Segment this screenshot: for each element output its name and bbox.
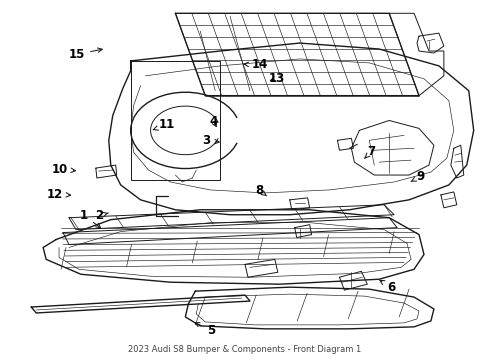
Text: 11: 11 — [153, 118, 175, 131]
Text: 14: 14 — [244, 58, 268, 72]
Text: 8: 8 — [255, 184, 267, 197]
Text: 1: 1 — [80, 209, 100, 228]
Text: 2023 Audi S8 Bumper & Components - Front Diagram 1: 2023 Audi S8 Bumper & Components - Front… — [128, 345, 362, 354]
Text: 3: 3 — [202, 134, 219, 147]
Text: 4: 4 — [209, 114, 218, 127]
Text: 13: 13 — [269, 72, 285, 85]
Text: 10: 10 — [52, 163, 75, 176]
Text: 7: 7 — [365, 145, 376, 158]
Text: 2: 2 — [95, 209, 108, 222]
Text: 5: 5 — [195, 323, 215, 337]
Text: 9: 9 — [411, 170, 424, 183]
Text: 6: 6 — [380, 280, 395, 294]
Text: 15: 15 — [69, 48, 102, 61]
Text: 12: 12 — [47, 188, 71, 201]
